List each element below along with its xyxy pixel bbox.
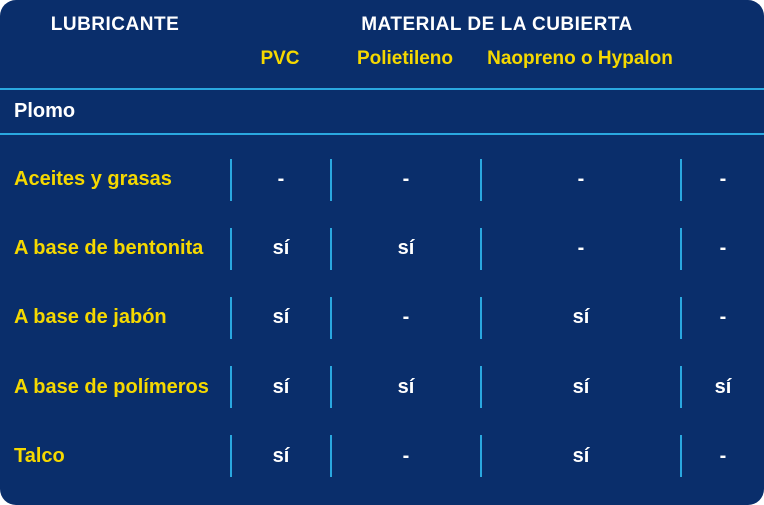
row-cells: sí sí - - — [230, 228, 764, 270]
row-label: Talco — [0, 445, 230, 468]
column-header-extra — [680, 48, 764, 70]
table-row: A base de polímeros sí sí sí sí — [0, 366, 764, 408]
cell: - — [680, 228, 764, 270]
row-cells: sí - sí - — [230, 297, 764, 339]
cell: - — [330, 435, 480, 477]
section-plomo: Plomo — [0, 88, 764, 135]
header-material: MATERIAL DE LA CUBIERTA — [230, 14, 764, 36]
column-header-pvc: PVC — [230, 48, 330, 70]
cell: sí — [480, 366, 680, 408]
cell: sí — [230, 366, 330, 408]
table-row: Aceites y grasas - - - - — [0, 159, 764, 201]
subheader-columns: PVC Polietileno Naopreno o Hypalon — [230, 48, 764, 70]
cell: sí — [480, 297, 680, 339]
cell: - — [680, 297, 764, 339]
cell: - — [680, 159, 764, 201]
column-header-naopreno: Naopreno o Hypalon — [480, 48, 680, 70]
cell: - — [330, 297, 480, 339]
cell: sí — [680, 366, 764, 408]
cell: sí — [230, 435, 330, 477]
row-label: A base de jabón — [0, 306, 230, 329]
compatibility-table: LUBRICANTE MATERIAL DE LA CUBIERTA PVC P… — [0, 0, 764, 505]
table-subheader-row: PVC Polietileno Naopreno o Hypalon — [0, 42, 764, 88]
row-label: A base de bentonita — [0, 237, 230, 260]
row-cells: sí - sí - — [230, 435, 764, 477]
subheader-spacer — [0, 48, 230, 70]
cell: - — [230, 159, 330, 201]
table-row: A base de bentonita sí sí - - — [0, 228, 764, 270]
row-cells: - - - - — [230, 159, 764, 201]
cell: - — [330, 159, 480, 201]
header-lubricante: LUBRICANTE — [0, 14, 230, 36]
table-row: Talco sí - sí - — [0, 435, 764, 477]
cell: - — [680, 435, 764, 477]
cell: sí — [230, 297, 330, 339]
cell: sí — [330, 228, 480, 270]
cell: sí — [480, 435, 680, 477]
cell: sí — [330, 366, 480, 408]
row-cells: sí sí sí sí — [230, 366, 764, 408]
cell: - — [480, 228, 680, 270]
table-body: Aceites y grasas - - - - A base de bento… — [0, 135, 764, 505]
cell: sí — [230, 228, 330, 270]
table-header-row: LUBRICANTE MATERIAL DE LA CUBIERTA — [0, 0, 764, 42]
column-header-polietileno: Polietileno — [330, 48, 480, 70]
table-row: A base de jabón sí - sí - — [0, 297, 764, 339]
row-label: A base de polímeros — [0, 376, 230, 399]
row-label: Aceites y grasas — [0, 168, 230, 191]
cell: - — [480, 159, 680, 201]
